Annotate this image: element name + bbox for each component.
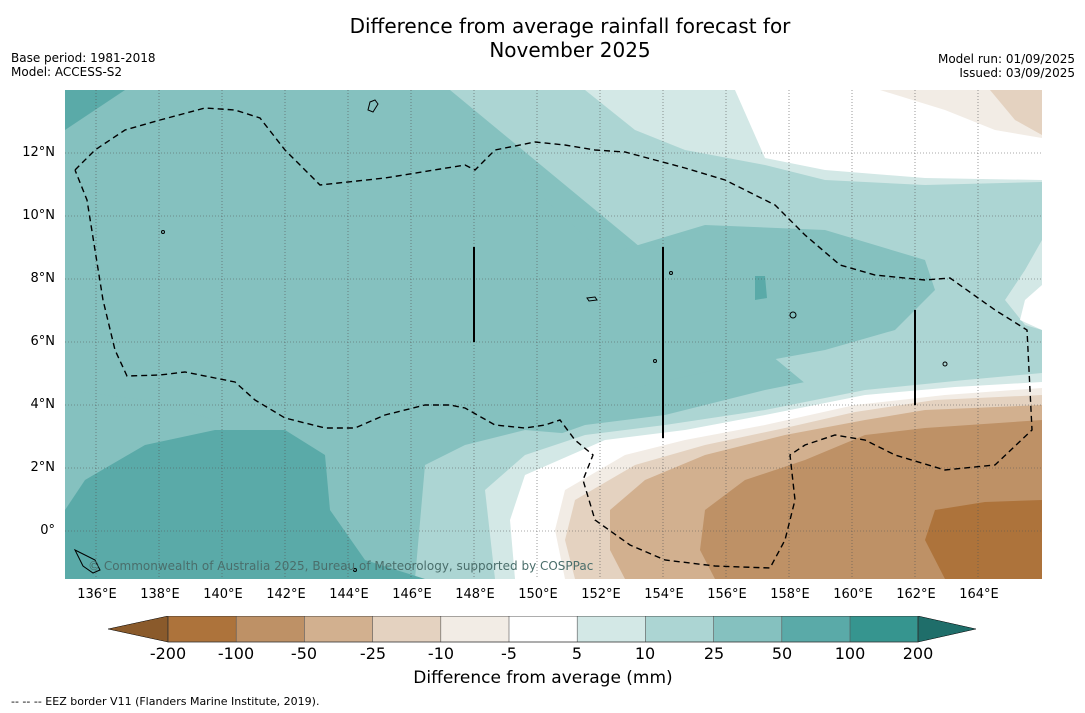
colorbar-seg-neg10 [440, 616, 509, 642]
forecast-map [65, 90, 1042, 579]
eez-footnote: -- -- -- EEZ border V11 (Flanders Marine… [11, 695, 320, 708]
lat-label-2n: 2°N [30, 460, 56, 475]
colorbar-seg-neg100 [236, 616, 305, 642]
gridlines [65, 90, 1042, 579]
colorbar-tick: 25 [703, 644, 725, 663]
colorbar-tick: 200 [902, 644, 934, 663]
lat-label-10n: 10°N [22, 208, 55, 223]
contour-25-50-central [65, 90, 935, 420]
colorbar-seg-neg50 [304, 616, 373, 642]
meta-right: Model run: 01/09/2025 Issued: 03/09/2025 [938, 52, 1075, 80]
colorbar-seg-neg5 [509, 616, 578, 642]
title-line-1: Difference from average rainfall forecas… [349, 14, 791, 38]
lat-label-0: 0° [40, 523, 55, 538]
lon-label-162e: 162°E [896, 587, 936, 602]
map-svg [65, 90, 1042, 579]
contour-50-100-sw [65, 430, 425, 579]
lon-label-160e: 160°E [833, 587, 873, 602]
issued-date: Issued: 03/09/2025 [959, 66, 1075, 80]
lon-label-164e: 164°E [959, 587, 999, 602]
base-period: Base period: 1981-2018 [11, 51, 156, 65]
colorbar-tick: 5 [571, 644, 583, 663]
lat-label-4n: 4°N [30, 397, 56, 412]
contour-50-100-nw [65, 90, 125, 130]
lon-label-150e: 150°E [518, 587, 558, 602]
colorbar-tick: 10 [634, 644, 656, 663]
colorbar-seg-100 [850, 616, 918, 642]
colorbar-tick: 50 [771, 644, 793, 663]
colorbar-seg-25 [713, 616, 782, 642]
colorbar-tick: 100 [834, 644, 866, 663]
contour-50-100-spot [755, 276, 767, 300]
lat-label-8n: 8°N [30, 271, 56, 286]
title-line-2: November 2025 [489, 38, 651, 62]
lon-label-142e: 142°E [266, 587, 306, 602]
colorbar-seg-10 [645, 616, 714, 642]
model-name: Model: ACCESS-S2 [11, 65, 123, 79]
meta-left: Base period: 1981-2018 Model: ACCESS-S2 [11, 51, 156, 79]
model-run: Model run: 01/09/2025 [937, 52, 1075, 66]
colorbar-tick: -200 [149, 644, 187, 663]
lat-label-12n: 12°N [22, 145, 55, 160]
colorbar [107, 615, 978, 648]
lon-label-144e: 144°E [329, 587, 369, 602]
lon-label-158e: 158°E [770, 587, 810, 602]
lon-label-140e: 140°E [203, 587, 243, 602]
lon-label-146e: 146°E [392, 587, 432, 602]
lat-label-6n: 6°N [30, 334, 56, 349]
contour-white-east [1020, 285, 1042, 330]
lon-label-136e: 136°E [77, 587, 117, 602]
colorbar-seg-neg200 [168, 616, 237, 642]
colorbar-tick: -100 [217, 644, 255, 663]
lon-label-156e: 156°E [707, 587, 747, 602]
colorbar-min-arrow [107, 615, 169, 643]
contour-neg25-neg10-north [990, 90, 1042, 135]
colorbar-seg-50 [781, 616, 850, 642]
copyright-notice: © Commonwealth of Australia 2025, Bureau… [88, 559, 594, 573]
colorbar-tick: -25 [359, 644, 387, 663]
boundary-lines [473, 247, 916, 438]
colorbar-max-arrow [917, 615, 977, 643]
colorbar-tick: -5 [501, 644, 517, 663]
contour-neg200-neg100 [925, 500, 1042, 579]
colorbar-seg-5 [577, 616, 646, 642]
lon-label-148e: 148°E [455, 587, 495, 602]
colorbar-tick: -50 [290, 644, 318, 663]
lon-label-138e: 138°E [140, 587, 180, 602]
colorbar-svg [107, 615, 977, 643]
colorbar-seg-neg25 [372, 616, 441, 642]
lon-label-152e: 152°E [581, 587, 621, 602]
map-title: Difference from average rainfall forecas… [270, 14, 870, 62]
colorbar-tick: -10 [427, 644, 455, 663]
lon-label-154e: 154°E [644, 587, 684, 602]
colorbar-title: Difference from average (mm) [413, 668, 673, 688]
eez-borders [74, 107, 1033, 569]
islands [73, 99, 948, 574]
colorbar-dividers [235, 616, 851, 642]
